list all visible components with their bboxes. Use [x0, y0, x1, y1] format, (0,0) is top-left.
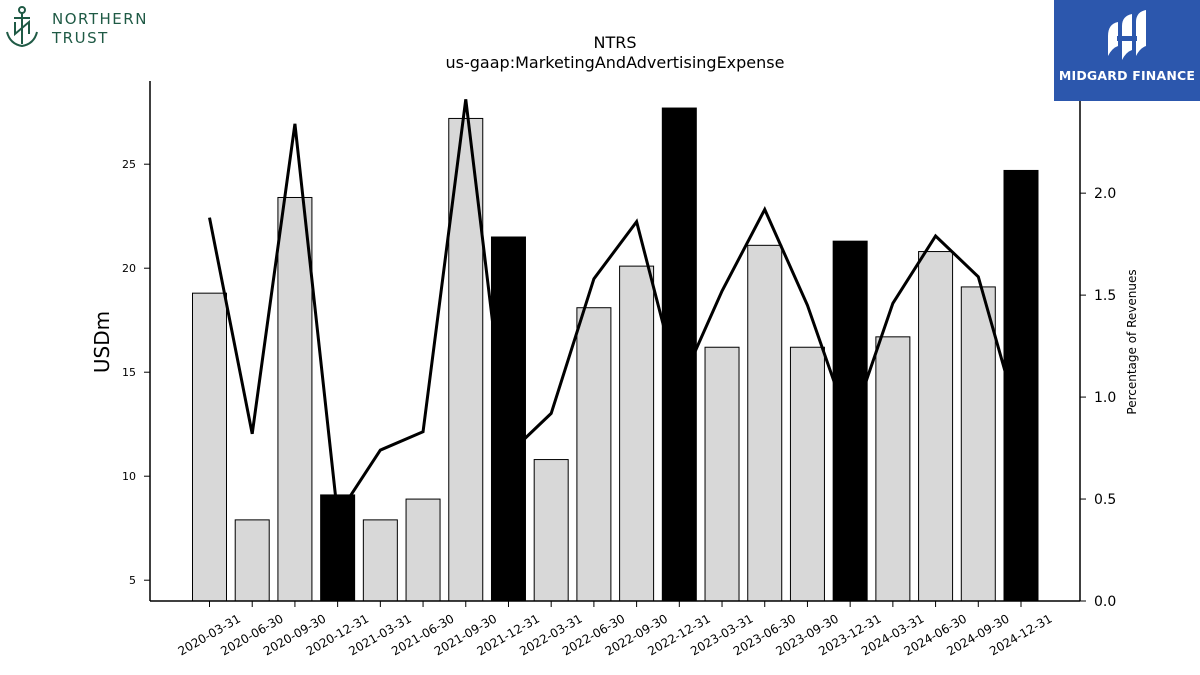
midgard-mark-icon [1108, 10, 1146, 60]
y-tick-label: 15 [122, 366, 136, 379]
anchor-icon [6, 6, 38, 48]
bar [490, 236, 526, 602]
bar [661, 107, 697, 602]
bar [832, 240, 868, 602]
chart-subtitle: us-gaap:MarketingAndAdvertisingExpense [446, 53, 785, 72]
bar [747, 244, 783, 602]
y-axis-label: USDm [90, 311, 114, 373]
bar [918, 251, 954, 602]
y2-tick-label: 2.0 [1094, 186, 1116, 202]
bar-series [192, 107, 1039, 602]
y2-tick-label: 1.5 [1094, 288, 1116, 304]
y2-tick-label: 0.0 [1094, 594, 1116, 610]
bar [875, 336, 911, 602]
bar [192, 292, 227, 602]
bar [789, 346, 825, 602]
y2-tick-label: 0.5 [1094, 492, 1116, 508]
y-tick-label: 25 [122, 158, 136, 171]
northern-trust-logo: NORTHERN TRUST [4, 4, 154, 50]
northern-trust-line2: TRUST [52, 29, 109, 47]
northern-trust-line1: NORTHERN [52, 10, 148, 28]
y-tick-label: 10 [122, 470, 136, 483]
percentage-line [208, 99, 1023, 520]
y-tick-label: 5 [129, 574, 136, 587]
midgard-finance-logo: MIDGARD FINANCE [1054, 0, 1200, 101]
bar [960, 286, 996, 602]
bar [362, 519, 398, 602]
y2-tick-label: 1.0 [1094, 390, 1116, 406]
bar [533, 459, 569, 602]
bar [405, 498, 441, 602]
y2-axis-label: Percentage of Revenues [1125, 269, 1139, 414]
bar [234, 519, 270, 602]
bar [619, 265, 655, 602]
chart-title: NTRS [593, 33, 636, 52]
bar [704, 346, 740, 602]
y-tick-label: 20 [122, 262, 136, 275]
bar [576, 307, 612, 602]
midgard-finance-name: MIDGARD FINANCE [1058, 68, 1196, 83]
bar [320, 494, 356, 602]
bar [277, 196, 313, 602]
